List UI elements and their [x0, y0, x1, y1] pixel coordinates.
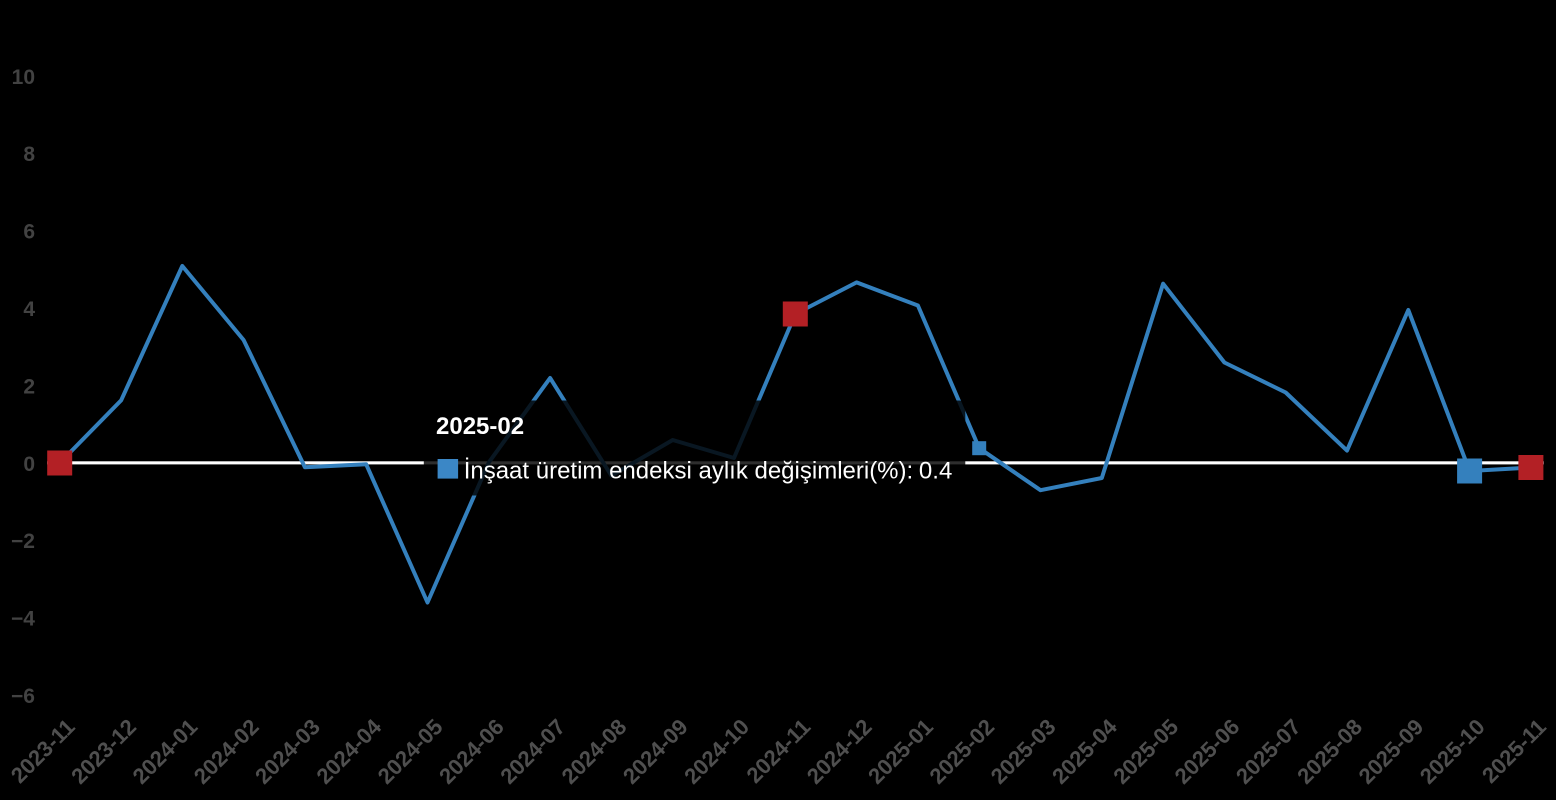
svg-text:0: 0 — [23, 453, 35, 476]
svg-text:4: 4 — [23, 298, 35, 321]
svg-text:−4: −4 — [11, 608, 35, 631]
svg-text:0.4: 0.4 — [919, 458, 952, 485]
svg-text:2025-02: 2025-02 — [436, 413, 524, 440]
svg-text:6: 6 — [23, 221, 35, 244]
svg-text:−2: −2 — [11, 530, 35, 553]
svg-text:8: 8 — [23, 143, 35, 166]
svg-text:İnşaat üretim endeksi aylık de: İnşaat üretim endeksi aylık değişimleri(… — [464, 458, 914, 485]
svg-text:−6: −6 — [11, 685, 35, 708]
svg-text:2: 2 — [23, 375, 35, 398]
svg-text:10: 10 — [12, 66, 35, 89]
